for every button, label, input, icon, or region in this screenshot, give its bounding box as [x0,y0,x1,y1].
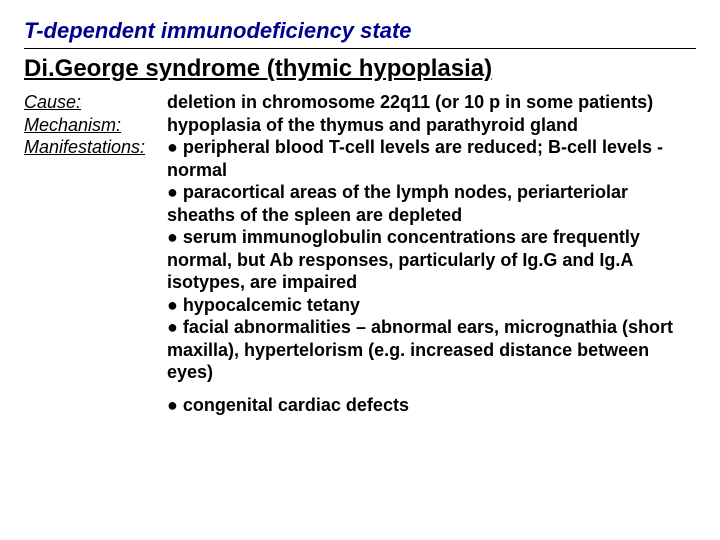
mechanism-value: hypoplasia of the thymus and parathyroid… [167,114,696,137]
divider [24,48,696,49]
manifestation-bullet-6: ● congenital cardiac defects [167,394,696,417]
mechanism-label: Mechanism: [24,114,167,137]
row-manifestations-cont: ● congenital cardiac defects [24,394,696,417]
cause-label: Cause: [24,91,167,114]
manifestations-label: Manifestations: [24,136,167,384]
row-cause: Cause: deletion in chromosome 22q11 (or … [24,91,696,114]
manifestation-bullet-1: ● peripheral blood T-cell levels are red… [167,137,663,180]
content-table: Cause: deletion in chromosome 22q11 (or … [24,91,696,416]
manifestation-bullet-5: ● facial abnormalities – abnormal ears, … [167,317,673,382]
row-manifestations: Manifestations: ● peripheral blood T-cel… [24,136,696,384]
manifestation-bullet-2: ● paracortical areas of the lymph nodes,… [167,182,628,225]
manifestation-bullet-3: ● serum immunoglobulin concentrations ar… [167,227,640,292]
cause-value: deletion in chromosome 22q11 (or 10 p in… [167,91,696,114]
manifestation-bullet-4: ● hypocalcemic tetany [167,295,360,315]
main-heading: Di.George syndrome (thymic hypoplasia) [24,55,696,83]
row-mechanism: Mechanism: hypoplasia of the thymus and … [24,114,696,137]
manifestations-value: ● peripheral blood T-cell levels are red… [167,136,696,384]
row-spacer [24,384,696,394]
slide-title: T-dependent immunodeficiency state [24,18,696,44]
